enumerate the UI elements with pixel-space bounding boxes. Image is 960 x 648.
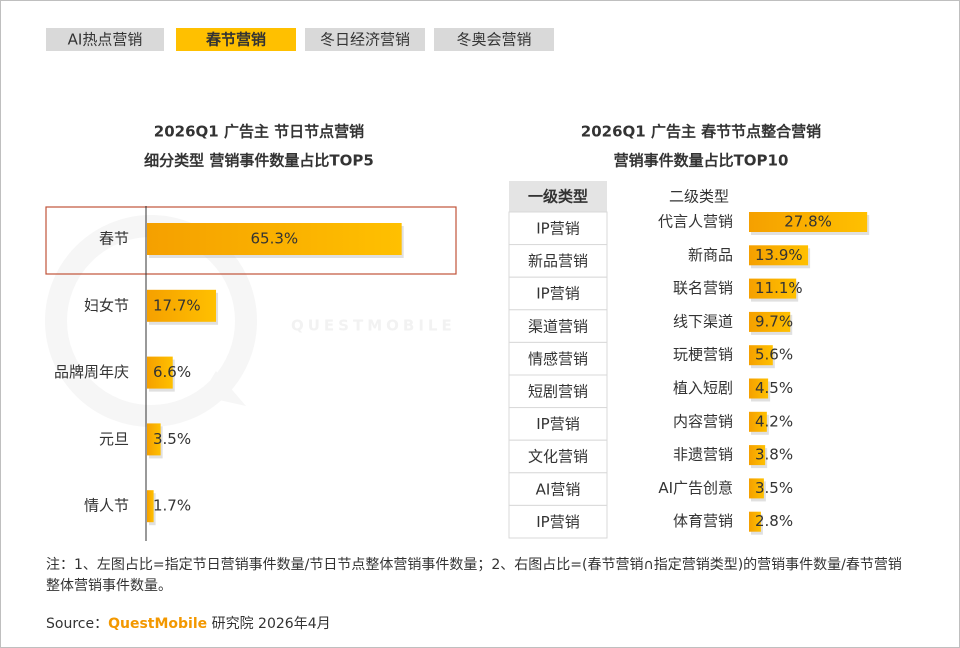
value-label: 5.6% — [755, 346, 793, 364]
table-header-bg — [509, 181, 607, 212]
bar — [749, 245, 809, 266]
value-label: 11.1% — [755, 279, 803, 297]
category-label: 内容营销 — [673, 412, 733, 430]
value-label: 17.7% — [153, 296, 201, 314]
bar — [147, 289, 217, 322]
tab[interactable] — [176, 28, 296, 51]
table-cell-label: IP营销 — [536, 285, 579, 303]
value-label: 6.6% — [153, 363, 191, 381]
table-cell — [508, 439, 608, 474]
bar — [749, 411, 767, 432]
value-label: 9.7% — [755, 312, 793, 330]
value-label: 27.8% — [784, 213, 832, 231]
table-cell-label: IP营销 — [536, 220, 579, 238]
table-cell-label: 情感营销 — [528, 350, 588, 368]
tab-label[interactable]: 冬奥会营销 — [456, 31, 531, 49]
table-cell — [508, 309, 608, 343]
table-cell-label: 短剧营销 — [528, 383, 588, 401]
chart-title: 2026Q1 广告主 节日节点营销 — [154, 123, 364, 141]
bar — [147, 356, 173, 389]
value-label: 65.3% — [251, 230, 299, 248]
category-label: 线下渠道 — [673, 312, 733, 330]
table-cell — [508, 211, 608, 246]
bar — [147, 490, 154, 523]
category-label: 联名营销 — [673, 279, 733, 297]
table-cell — [508, 341, 608, 376]
source-brand: QuestMobile — [108, 616, 208, 632]
category-label: AI广告创意 — [658, 479, 733, 497]
bar — [749, 212, 868, 232]
table-cell-label: IP营销 — [536, 513, 579, 531]
tab[interactable] — [305, 28, 425, 51]
watermark: QUESTMOBILE — [291, 317, 456, 335]
table-cell-label: 渠道营销 — [528, 317, 588, 335]
table-cell-label: IP营销 — [536, 415, 579, 433]
table-cell — [508, 244, 608, 278]
tab-label[interactable]: AI热点营销 — [68, 31, 143, 49]
table-cell — [508, 276, 608, 311]
category-label: 妇女节 — [84, 296, 129, 314]
value-label: 1.7% — [153, 497, 191, 515]
table-cell — [508, 407, 608, 441]
table-cell — [508, 472, 608, 506]
bar — [749, 478, 764, 499]
category-label: 春节 — [99, 230, 129, 248]
tab-label[interactable]: 春节营销 — [206, 31, 266, 49]
value-label: 3.5% — [755, 479, 793, 497]
value-label: 3.8% — [755, 446, 793, 464]
column-header: 二级类型 — [669, 188, 729, 206]
chart-subtitle: 营销事件数量占比TOP10 — [614, 152, 789, 170]
chart-title: 2026Q1 广告主 春节节点整合营销 — [581, 123, 821, 141]
value-label: 3.5% — [153, 430, 191, 448]
table-cell — [508, 374, 608, 409]
source-text: 研究院 2026年4月 — [211, 616, 331, 632]
bar — [749, 278, 797, 299]
value-label: 13.9% — [755, 246, 803, 264]
value-label: 2.8% — [755, 512, 793, 530]
bar — [749, 345, 773, 366]
bar — [147, 423, 161, 456]
tab-label[interactable]: 冬日经济营销 — [320, 31, 410, 49]
category-label: 玩梗营销 — [673, 346, 733, 364]
category-label: 代言人营销 — [658, 213, 733, 231]
category-label: 元旦 — [99, 430, 129, 448]
category-label: 品牌周年庆 — [54, 363, 129, 381]
category-label: 植入短剧 — [673, 379, 733, 397]
table-cell-label: AI营销 — [536, 480, 581, 498]
source: Source：QuestMobile 研究院 2026年4月 — [46, 613, 331, 633]
bar — [749, 311, 791, 332]
category-label: 非遗营销 — [673, 446, 733, 464]
tab[interactable] — [46, 28, 164, 51]
highlight-box — [45, 206, 457, 275]
category-label: 体育营销 — [673, 512, 733, 530]
chart-subtitle: 细分类型 营销事件数量占比TOP5 — [144, 152, 374, 170]
note: 注：1、左图占比=指定节日营销事件数量/节日节点整体营销事件数量；2、右图占比=… — [46, 557, 902, 594]
bar — [749, 511, 761, 532]
value-label: 4.2% — [755, 412, 793, 430]
category-label: 新商品 — [688, 246, 733, 264]
bar — [147, 223, 402, 255]
value-label: 4.5% — [755, 379, 793, 397]
category-label: 情人节 — [84, 497, 129, 515]
bar — [749, 378, 769, 399]
table-cell-label: 文化营销 — [528, 448, 588, 466]
source-label: Source： — [46, 616, 109, 632]
tab[interactable] — [434, 28, 554, 51]
table-cell — [508, 504, 608, 539]
table-cell-label: 新品营销 — [528, 252, 588, 270]
bar — [749, 445, 766, 466]
table-header: 一级类型 — [528, 188, 588, 206]
